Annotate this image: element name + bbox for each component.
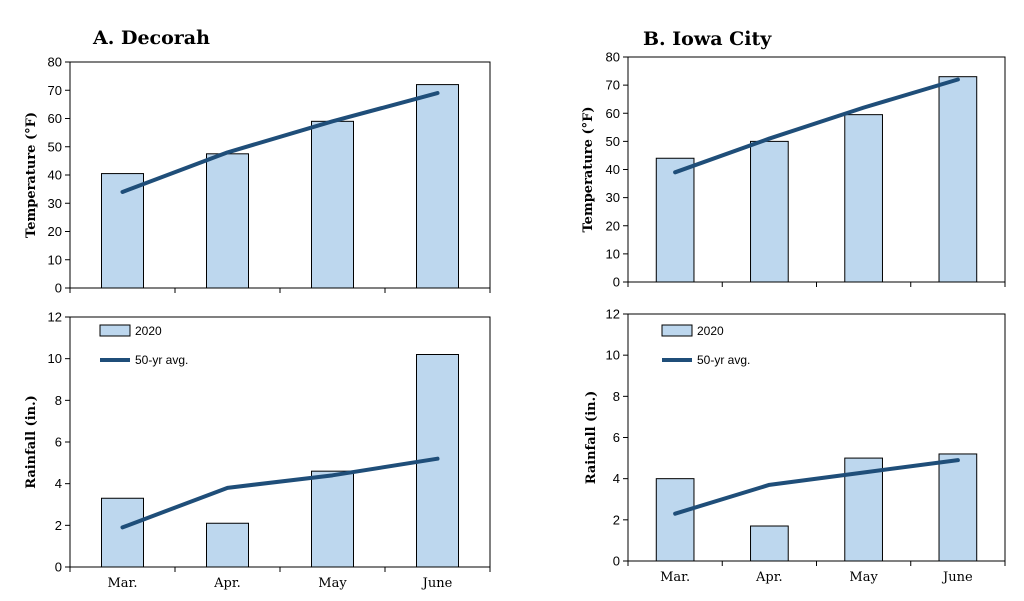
bar-2020-mar [655,478,695,562]
bar-2020-june [416,84,459,289]
y-tick-label: 4 [613,471,620,486]
y-tick-label: 60 [606,106,620,121]
x-tick-label: Mar. [108,576,138,591]
legend: 2020 50-yr avg. [99,324,188,367]
y-axis-label: Temperature (°F) [24,112,39,238]
chart-panel-1: 0 2 4 6 8 10 12 Rainfall (in.) Mar. Apr. May June 20… [24,310,491,591]
y-tick-label: 6 [613,430,620,445]
line-50yr-avg [120,91,440,194]
y-tick-label: 60 [48,111,62,126]
y-tick-label: 70 [48,83,62,98]
x-tick-label: June [941,570,973,585]
bar-2020-may [844,114,883,283]
bar-2020-apr [206,522,249,568]
y-tick-label: 4 [55,476,62,491]
bar-2020-mar [101,497,144,568]
line-50yr-avg [673,77,960,175]
y-axis-label: Temperature (°F) [581,107,596,233]
bar-2020-may [311,120,354,289]
bar-2020-mar [655,157,695,283]
bar-2020-apr [206,153,249,289]
legend-label-50yr: 50-yr avg. [697,353,750,367]
x-tick-label: Apr. [213,576,241,591]
y-tick-label: 0 [55,281,62,296]
bar-2020-june [938,453,978,562]
y-tick-label: 40 [606,162,620,177]
x-tick-label: Apr. [755,570,783,585]
y-tick-label: 20 [606,218,620,233]
legend-label-2020: 2020 [135,324,162,338]
y-tick-label: 0 [613,275,620,290]
chart-panel-3: 0 2 4 6 8 10 12 Rainfall (in.) Mar. Apr. May June 20… [584,307,1006,585]
y-tick-label: 12 [48,310,62,325]
bar-2020-june [938,76,978,283]
y-tick-label: 10 [606,348,620,363]
y-tick-label: 40 [48,168,62,183]
y-tick-label: 0 [55,560,62,575]
y-tick-label: 0 [613,554,620,569]
y-tick-label: 6 [55,435,62,450]
legend-label-50yr: 50-yr avg. [135,353,188,367]
legend-swatch-bar [99,324,131,337]
y-tick-label: 10 [48,351,62,366]
chart-panel-0: A. Decorah 0 10 20 30 40 50 60 70 80 Temperature (… [24,27,491,296]
y-axis-label: Rainfall (in.) [584,391,599,485]
y-tick-label: 2 [613,512,620,527]
y-tick-label: 8 [613,389,620,404]
y-tick-label: 8 [55,393,62,408]
y-tick-label: 80 [48,55,62,70]
x-tick-label: Mar. [660,570,690,585]
y-tick-label: 20 [48,224,62,239]
x-tick-label: May [849,570,878,585]
y-tick-label: 30 [48,196,62,211]
y-tick-label: 70 [606,78,620,93]
y-tick-label: 50 [606,134,620,149]
chart-title: A. Decorah [92,27,210,49]
y-tick-label: 30 [606,190,620,205]
chart-panel-2: B. Iowa City 0 10 20 30 40 50 60 70 80 Temperature… [581,28,1006,290]
legend-swatch-bar [661,324,693,337]
x-tick-label: May [318,576,347,591]
legend: 2020 50-yr avg. [661,324,750,367]
legend-label-2020: 2020 [697,324,724,338]
y-tick-label: 2 [55,518,62,533]
y-tick-label: 10 [606,246,620,261]
y-tick-label: 50 [48,139,62,154]
bar-2020-may [311,470,354,568]
y-tick-label: 80 [606,50,620,65]
line-50yr-avg [673,458,960,516]
bar-2020-apr [750,525,789,562]
bar-2020-apr [750,140,789,283]
y-axis-label: Rainfall (in.) [24,395,39,489]
y-tick-label: 10 [48,252,62,267]
line-50yr-avg [120,456,440,530]
x-tick-label: June [421,576,453,591]
y-tick-label: 12 [606,307,620,322]
chart-title: B. Iowa City [643,28,772,50]
